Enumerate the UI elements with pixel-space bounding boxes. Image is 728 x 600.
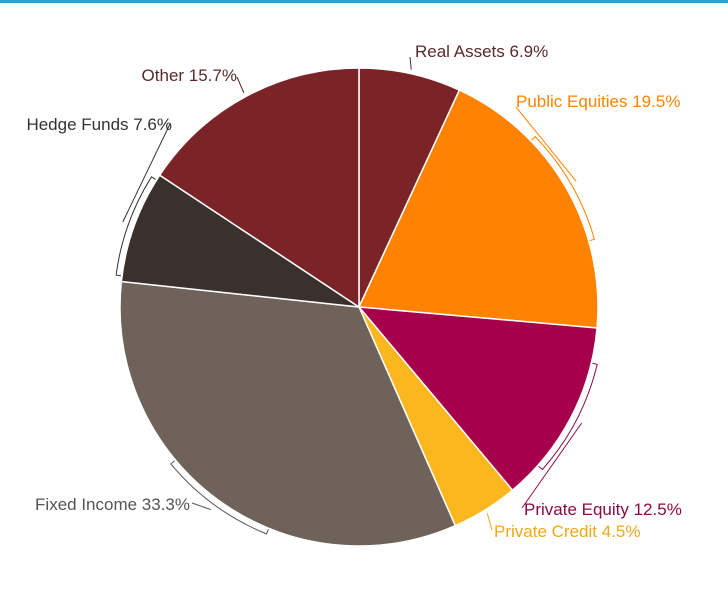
- pie-slice-private-equity[interactable]: [357, 306, 598, 492]
- slice-label-private-equity: Private Equity 12.5%: [524, 500, 682, 519]
- leader-line-private-credit: [486, 513, 493, 531]
- leader-line-fixed-income: [170, 460, 269, 535]
- pie-slice-public-equities[interactable]: [357, 89, 599, 329]
- slice-label-hedge-funds: Hedge Funds 7.6%: [26, 115, 172, 134]
- pie-slice-hedge-funds[interactable]: [120, 174, 360, 308]
- slice-label-other: Other 15.7%: [142, 66, 237, 85]
- slice-label-public-equities: Public Equities 19.5%: [516, 92, 680, 111]
- pie-slice-fixed-income[interactable]: [119, 280, 457, 547]
- leader-line-hedge-funds: [115, 123, 171, 277]
- leader-line-private-equity: [521, 362, 598, 509]
- slice-label-fixed-income: Fixed Income 33.3%: [35, 495, 190, 514]
- pie-slice-other[interactable]: [158, 67, 360, 309]
- slice-label-private-credit: Private Credit 4.5%: [494, 522, 640, 541]
- leader-line-public-equities: [515, 106, 596, 242]
- leader-line-other: [236, 76, 245, 94]
- leader-line-real-assets: [409, 56, 412, 70]
- slice-label-real-assets: Real Assets 6.9%: [415, 42, 548, 61]
- top-accent-bar: [0, 0, 728, 3]
- pie-slice-real-assets[interactable]: [358, 67, 461, 308]
